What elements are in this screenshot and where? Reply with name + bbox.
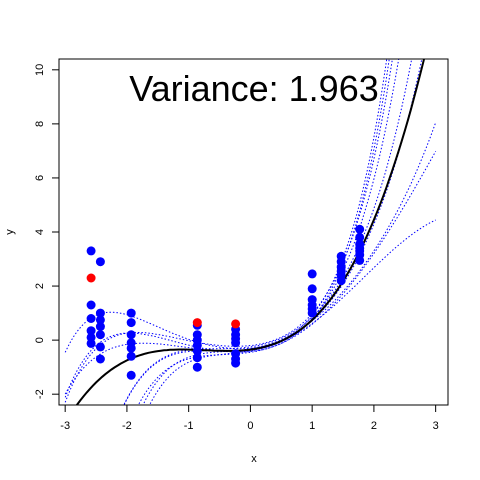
x-tick-label: 2 [371, 420, 377, 432]
fit-curve-1 [64, 59, 393, 403]
y-tick-label: 6 [34, 175, 46, 181]
data-point [86, 314, 96, 323]
data-point [95, 354, 105, 364]
data-point [126, 330, 136, 340]
data-point [86, 338, 96, 348]
data-point [126, 370, 136, 380]
y-tick-label: 2 [34, 283, 46, 289]
y-axis: -2 0 2 4 6 8 10 [34, 64, 59, 399]
data-point [192, 362, 202, 372]
data-point [355, 224, 365, 234]
data-point [95, 342, 105, 352]
data-point [95, 257, 105, 267]
data-point [126, 308, 136, 318]
x-axis-label: x [251, 453, 257, 465]
x-tick-label: -3 [60, 420, 70, 432]
x-tick-label: 3 [433, 420, 439, 432]
true-curve-line [75, 59, 426, 405]
data-point [231, 358, 241, 368]
x-tick-label: -1 [184, 420, 194, 432]
data-point [95, 315, 105, 325]
y-tick-label: 8 [34, 121, 46, 127]
data-point [126, 343, 136, 353]
data-point [192, 353, 202, 363]
fit-curves [64, 59, 437, 405]
y-tick-label: -2 [34, 389, 46, 399]
data-point [231, 338, 241, 348]
x-tick-label: 0 [247, 420, 253, 432]
fit-curve-8 [64, 59, 390, 398]
y-tick-label: 10 [34, 64, 46, 76]
fit-curve-6 [64, 59, 400, 395]
data-point [307, 284, 317, 294]
true-curve [75, 59, 426, 405]
x-axis: -3 -2 -1 0 1 2 3 [60, 404, 439, 432]
highlight-point [86, 273, 96, 283]
fit-curve-4 [64, 59, 388, 353]
y-axis-label: y [4, 229, 16, 235]
y-tick-label: 0 [34, 337, 46, 343]
data-point [86, 326, 96, 336]
data-points [86, 224, 365, 380]
data-point [86, 246, 96, 256]
data-point [336, 276, 346, 286]
data-point [355, 255, 365, 265]
highlight-point [231, 319, 241, 329]
data-point [307, 308, 317, 318]
data-point [126, 351, 136, 361]
annotation-variance: Variance: 1.963 [129, 68, 379, 109]
data-point [192, 346, 202, 356]
data-point [95, 322, 105, 332]
highlight-point [192, 318, 202, 328]
data-point [95, 308, 105, 318]
data-point [86, 300, 96, 310]
y-tick-label: 4 [34, 229, 46, 235]
data-point [355, 232, 365, 242]
fit-curve-2 [137, 150, 437, 405]
data-point [95, 330, 105, 340]
x-tick-label: 1 [309, 420, 315, 432]
x-tick-label: -2 [122, 420, 132, 432]
data-point [126, 318, 136, 328]
data-point [307, 269, 317, 279]
